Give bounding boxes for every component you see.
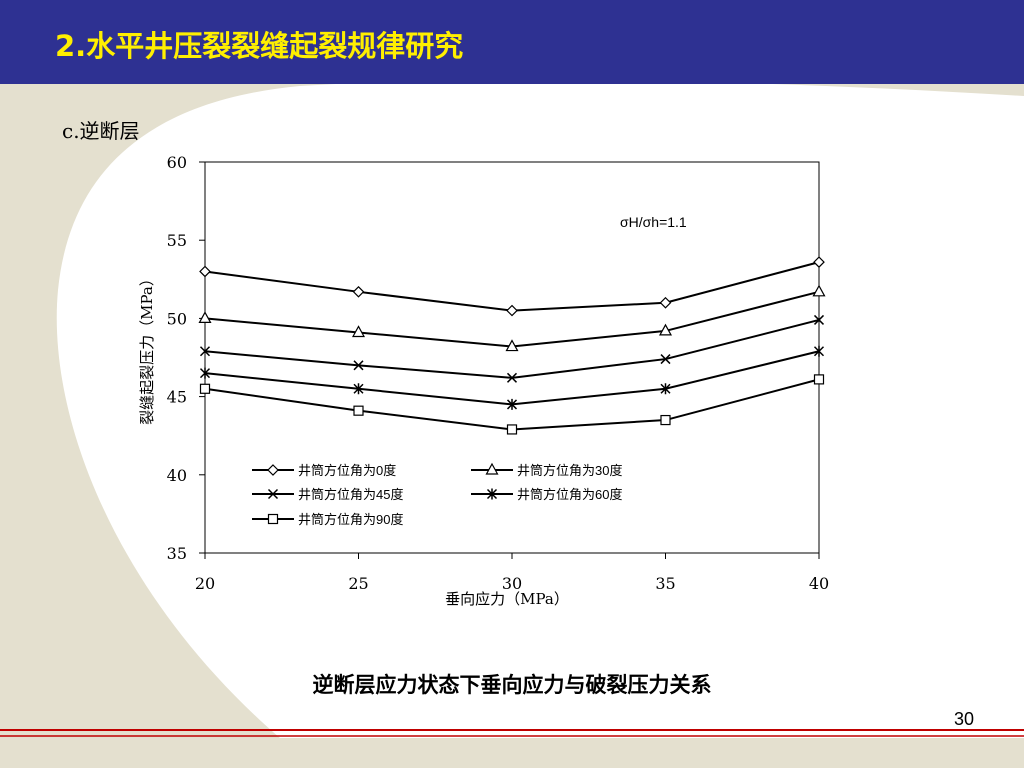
data-point-series-4 <box>353 383 364 395</box>
data-point-series-5 <box>813 374 825 385</box>
data-point-series-1 <box>352 285 365 298</box>
x-tick-label: 25 <box>348 574 368 593</box>
data-point-series-2 <box>198 311 212 323</box>
bottom-band <box>0 738 1024 768</box>
data-point-series-2 <box>658 323 673 336</box>
y-tick-label: 40 <box>167 466 187 485</box>
chart-annotation: σH/σh=1.1 <box>620 214 687 230</box>
legend-label: 井筒方位角为90度 <box>298 512 403 527</box>
title-bar <box>0 0 1024 84</box>
legend-marker <box>485 462 499 475</box>
data-point-series-2 <box>505 339 519 352</box>
y-tick-label: 60 <box>167 153 187 172</box>
x-axis-label: 垂向应力（MPa） <box>445 590 569 608</box>
data-point-series-1 <box>506 304 518 317</box>
data-point-series-4 <box>660 383 671 395</box>
data-point-series-5 <box>506 424 518 435</box>
slide-title: 2.水平井压裂裂缝起裂规律研究 <box>55 29 464 63</box>
chart-caption: 逆断层应力状态下垂向应力与破裂压力关系 <box>312 673 712 697</box>
data-point-series-1 <box>659 296 672 309</box>
background-swoosh <box>0 79 1024 738</box>
legend-label: 井筒方位角为45度 <box>298 487 403 502</box>
page-number: 30 <box>953 709 974 729</box>
data-point-series-1 <box>199 265 211 278</box>
data-point-series-4 <box>506 398 518 410</box>
data-point-series-3 <box>660 354 671 365</box>
x-tick-label: 30 <box>502 574 522 593</box>
legend-marker <box>267 488 279 500</box>
y-tick-label: 55 <box>167 231 187 250</box>
data-point-series-1 <box>813 256 825 268</box>
x-tick-label: 20 <box>195 574 215 593</box>
x-tick-label: 40 <box>809 574 829 593</box>
section-label: c.逆断层 <box>62 119 140 143</box>
legend-marker <box>267 513 279 525</box>
data-point-series-5 <box>660 414 671 426</box>
data-point-series-4 <box>813 345 825 357</box>
y-tick-label: 35 <box>167 544 187 563</box>
plot-area <box>204 161 820 554</box>
data-point-series-3 <box>813 314 825 325</box>
legend-marker <box>486 488 498 500</box>
data-point-series-4 <box>199 367 211 379</box>
data-point-series-3 <box>506 372 518 383</box>
y-tick-label: 45 <box>167 388 187 407</box>
data-point-series-3 <box>199 346 211 357</box>
legend-marker <box>267 464 279 476</box>
x-tick-label: 35 <box>655 574 675 593</box>
legend-label: 井筒方位角为60度 <box>517 487 622 502</box>
legend-label: 井筒方位角为0度 <box>298 463 396 478</box>
data-point-series-2 <box>351 325 366 338</box>
y-axis-label: 裂缝起裂压力（MPa） <box>138 271 156 425</box>
data-point-series-3 <box>353 360 364 371</box>
data-point-series-5 <box>353 405 364 416</box>
data-point-series-2 <box>812 284 826 297</box>
legend-label: 井筒方位角为30度 <box>517 463 622 478</box>
y-tick-label: 50 <box>167 309 187 328</box>
data-point-series-5 <box>199 383 211 394</box>
